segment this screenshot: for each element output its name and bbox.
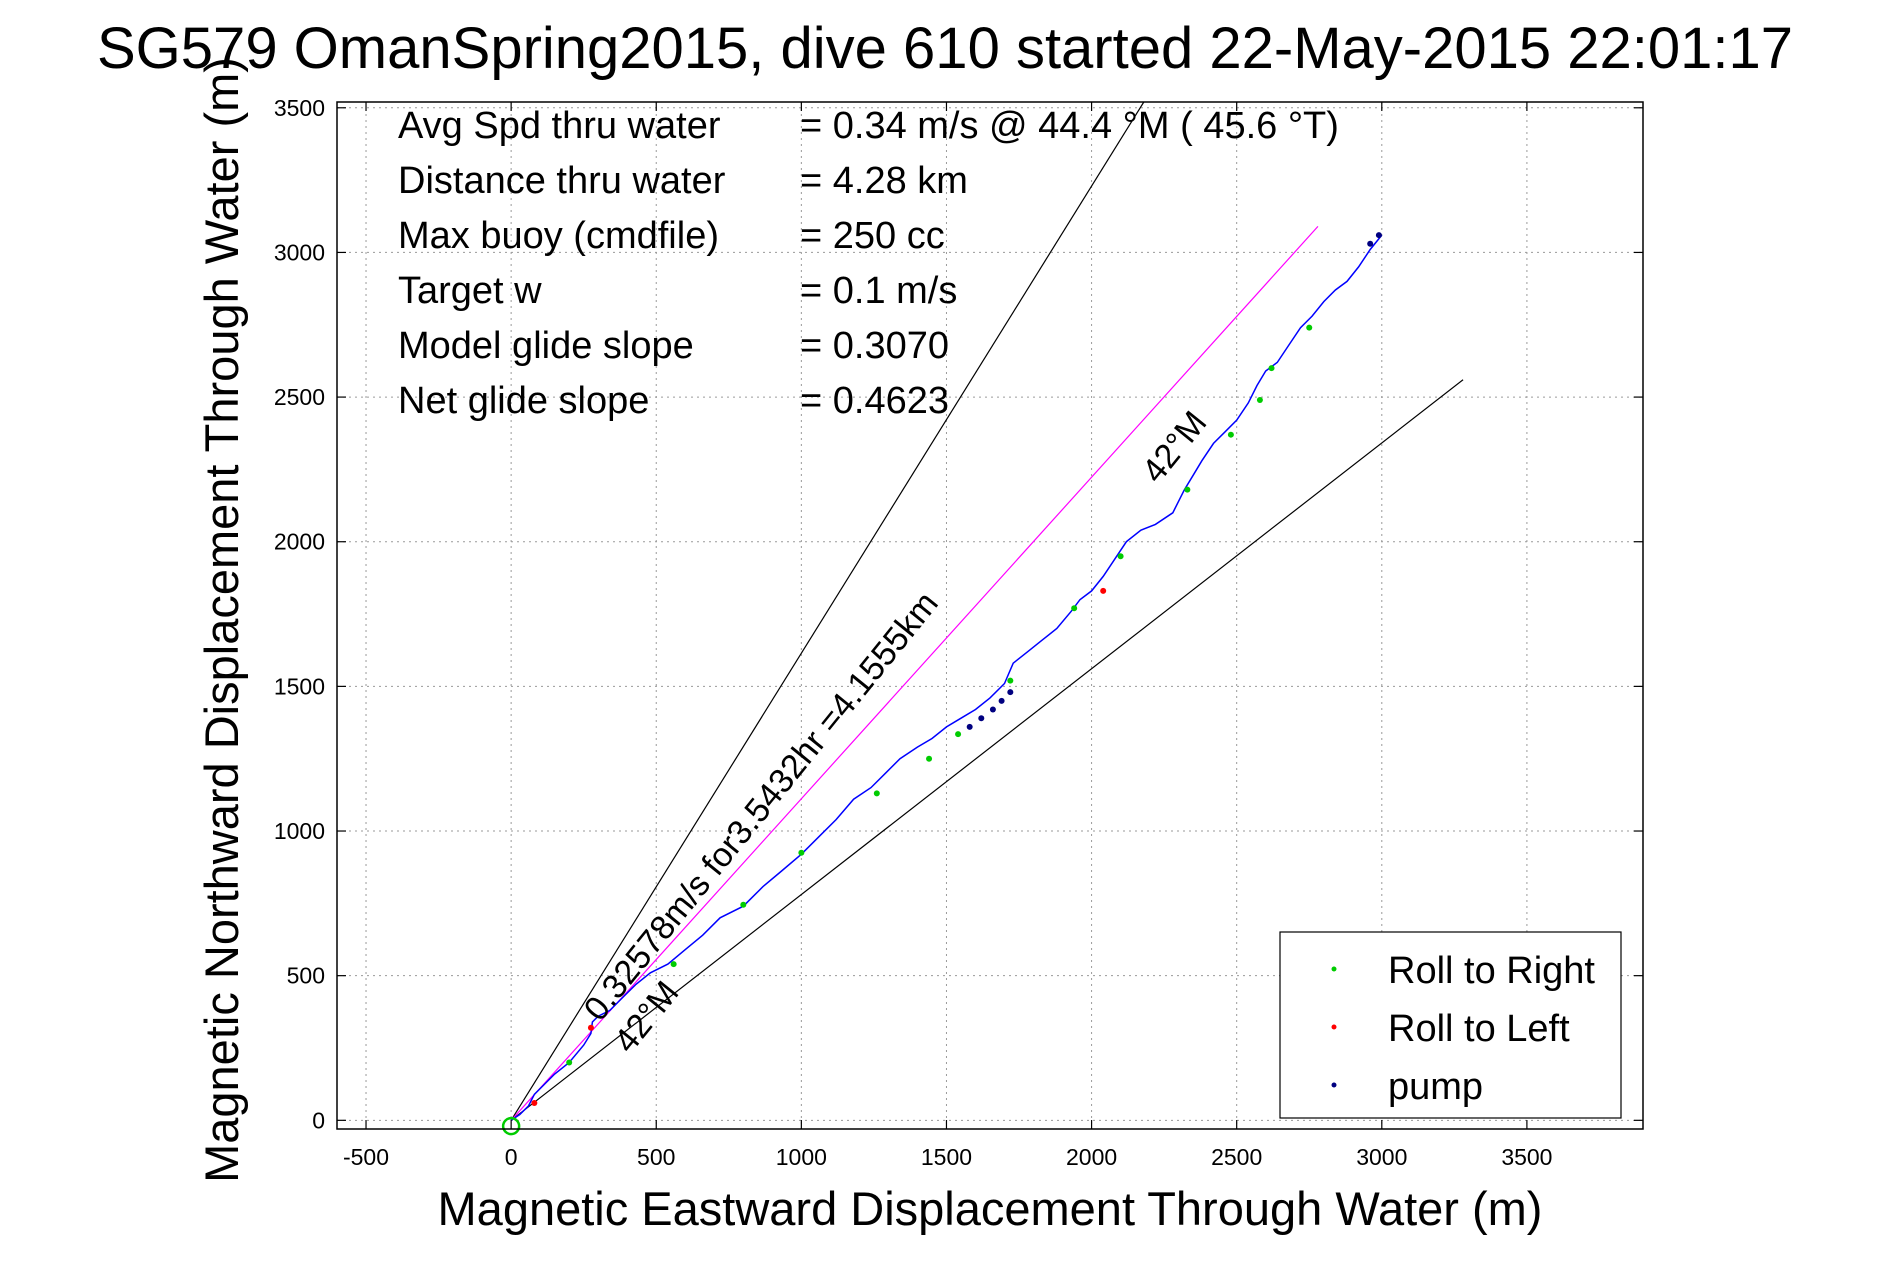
marker-pump <box>998 697 1005 704</box>
legend-label-pump: pump <box>1388 1066 1483 1108</box>
y-tick-label: 500 <box>287 963 325 989</box>
reference-lines <box>510 101 1464 1121</box>
x-tick-label: 500 <box>637 1144 675 1170</box>
grid <box>337 102 1643 1129</box>
marker-roll-right <box>670 961 677 968</box>
y-tick-label: 3500 <box>274 95 325 121</box>
info-value-max-buoy: = 250 cc <box>800 215 945 257</box>
marker-roll-right <box>1007 677 1014 684</box>
y-tick-label: 0 <box>312 1107 325 1133</box>
marker-roll-right <box>873 790 880 797</box>
marker-roll-right <box>1071 605 1078 612</box>
marker-roll-right <box>566 1059 573 1066</box>
marker-pump <box>1367 240 1374 247</box>
info-value-model-glide: = 0.3070 <box>800 325 949 367</box>
legend-marker-roll-left <box>1331 1024 1337 1030</box>
y-tick-label: 1500 <box>274 673 325 699</box>
reference-line-upper-bound <box>510 101 1145 1121</box>
marker-roll-right <box>740 901 747 908</box>
track-line <box>510 234 1383 1121</box>
chart-title: SG579 OmanSpring2015, dive 610 started 2… <box>97 16 1793 81</box>
track <box>501 234 1383 1136</box>
marker-pump <box>1375 232 1382 239</box>
marker-roll-right <box>955 731 962 738</box>
ticks: -500 0 500 1000 1500 2000 2500 3000 3500 0 500 1000… <box>274 95 1643 1170</box>
y-tick-label: 1000 <box>274 818 325 844</box>
marker-roll-right <box>1256 396 1263 403</box>
y-tick-label: 2500 <box>274 384 325 410</box>
x-tick-label: 2000 <box>1066 1144 1117 1170</box>
marker-roll-right <box>1268 365 1275 372</box>
marker-roll-left <box>1100 587 1107 594</box>
legend-label-roll-left: Roll to Left <box>1388 1008 1570 1050</box>
start-marker <box>501 1116 521 1136</box>
info-label-model-glide: Model glide slope <box>398 325 694 367</box>
marker-roll-right <box>1306 324 1313 331</box>
legend-label-roll-right: Roll to Right <box>1388 950 1595 992</box>
marker-roll-right <box>798 849 805 856</box>
info-block: Avg Spd thru water = 0.34 m/s @ 44.4 °M … <box>398 105 1339 422</box>
info-label-avg-speed: Avg Spd thru water <box>398 105 721 147</box>
reference-line-lower-bound <box>510 379 1464 1121</box>
x-tick-label: 3500 <box>1501 1144 1552 1170</box>
marker-roll-right <box>1184 486 1191 493</box>
y-axis-label: Magnetic Northward Displacement Through … <box>195 57 248 1183</box>
markers <box>531 232 1382 1106</box>
legend-box <box>1279 931 1622 1119</box>
legend-marker-pump <box>1331 1082 1337 1088</box>
y-tick-label: 3000 <box>274 239 325 265</box>
marker-roll-right <box>1227 431 1234 438</box>
x-tick-label: 1500 <box>921 1144 972 1170</box>
x-tick-label: -500 <box>343 1144 389 1170</box>
marker-roll-right <box>926 755 933 762</box>
marker-pump <box>978 715 985 722</box>
marker-pump <box>989 706 996 713</box>
info-label-distance: Distance thru water <box>398 160 726 202</box>
y-tick-label: 2000 <box>274 529 325 555</box>
legend: Roll to Right Roll to Left pump <box>1279 931 1622 1119</box>
reference-line-speed-line <box>510 225 1319 1121</box>
x-tick-label: 3000 <box>1356 1144 1407 1170</box>
info-label-target-w: Target w <box>398 270 542 312</box>
x-axis-label: Magnetic Eastward Displacement Through W… <box>438 1182 1543 1235</box>
marker-roll-left <box>531 1099 538 1106</box>
marker-pump <box>966 723 973 730</box>
info-value-distance: = 4.28 km <box>800 160 968 202</box>
info-label-net-glide: Net glide slope <box>398 380 649 422</box>
info-value-net-glide: = 0.4623 <box>800 380 949 422</box>
marker-roll-left <box>587 1024 594 1031</box>
x-tick-label: 2500 <box>1211 1144 1262 1170</box>
marker-pump <box>1007 689 1014 696</box>
x-tick-label: 0 <box>505 1144 518 1170</box>
info-value-target-w: = 0.1 m/s <box>800 270 957 312</box>
marker-roll-right <box>1117 553 1124 560</box>
x-tick-label: 1000 <box>776 1144 827 1170</box>
info-label-max-buoy: Max buoy (cmdfile) <box>398 215 719 257</box>
info-value-avg-speed: = 0.34 m/s @ 44.4 °M ( 45.6 °T) <box>800 105 1339 147</box>
plot-frame <box>336 101 1644 1130</box>
legend-marker-roll-right <box>1331 966 1337 972</box>
